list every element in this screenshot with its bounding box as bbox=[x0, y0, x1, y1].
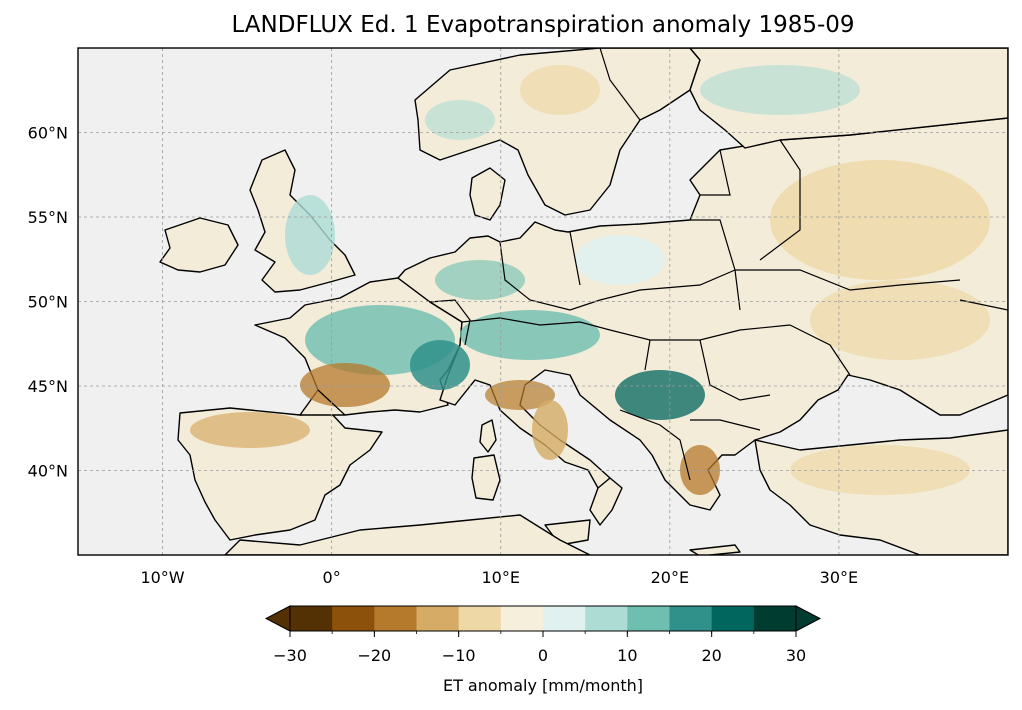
lat-tick-label: 50°N bbox=[28, 293, 68, 312]
longitude-tick-labels: 10°W 0° 10°E 20°E 30°E bbox=[140, 568, 858, 587]
anomaly-patch bbox=[460, 310, 600, 360]
anomaly-patch bbox=[300, 363, 390, 407]
colorbar-segment bbox=[585, 606, 628, 631]
colorbar-segment bbox=[374, 606, 417, 631]
anomaly-patch bbox=[532, 400, 568, 460]
anomaly-patch bbox=[485, 380, 555, 410]
anomaly-patch bbox=[285, 195, 335, 275]
lat-tick-label: 45°N bbox=[28, 377, 68, 396]
anomaly-patch bbox=[435, 260, 525, 300]
lon-tick-label: 10°E bbox=[481, 568, 519, 587]
lon-tick-label: 10°W bbox=[140, 568, 184, 587]
colorbar-segment bbox=[753, 606, 797, 631]
colorbar-tick-label: −30 bbox=[273, 646, 307, 665]
colorbar-segment bbox=[416, 606, 460, 631]
anomaly-patch bbox=[410, 340, 470, 390]
colorbar-segment bbox=[669, 606, 713, 631]
anomaly-fields bbox=[190, 65, 990, 495]
colorbar-extend-max bbox=[795, 605, 822, 632]
anomaly-patch bbox=[700, 65, 860, 115]
lon-tick-label: 20°E bbox=[651, 568, 689, 587]
lat-tick-label: 40°N bbox=[28, 462, 68, 481]
lon-tick-label: 30°E bbox=[820, 568, 858, 587]
colorbar-segment bbox=[627, 606, 670, 631]
lon-tick-label: 0° bbox=[323, 568, 341, 587]
colorbar-segment bbox=[458, 606, 502, 631]
lat-tick-label: 55°N bbox=[28, 208, 68, 227]
anomaly-patch bbox=[190, 412, 310, 448]
colorbar-segment bbox=[500, 606, 544, 631]
map-frame bbox=[77, 47, 1009, 556]
colorbar-tick-label: −20 bbox=[357, 646, 391, 665]
landmass-italy-south bbox=[589, 477, 623, 526]
anomaly-patch bbox=[680, 445, 720, 495]
colorbar-label: ET anomaly [mm/month] bbox=[442, 676, 644, 695]
country-borders bbox=[317, 48, 1008, 481]
landmass-crete bbox=[689, 544, 741, 555]
anomaly-patch bbox=[770, 160, 990, 280]
anomaly-patch bbox=[810, 280, 990, 360]
colorbar-segment bbox=[332, 606, 375, 631]
landmass-ireland bbox=[159, 217, 239, 273]
colorbar-tick-label: 30 bbox=[786, 646, 806, 665]
colorbar: −30 −20 −10 0 10 20 30 bbox=[264, 605, 822, 665]
map-title: LANDFLUX Ed. 1 Evapotranspiration anomal… bbox=[231, 12, 855, 38]
lat-tick-label: 60°N bbox=[28, 124, 68, 143]
colorbar-extend-min bbox=[264, 605, 291, 632]
colorbar-tick-label: 20 bbox=[701, 646, 721, 665]
landmass-denmark bbox=[469, 167, 506, 221]
anomaly-patch bbox=[520, 65, 600, 115]
colorbar-segment bbox=[290, 606, 333, 631]
anomaly-patch bbox=[790, 445, 970, 495]
colorbar-tick-label: 10 bbox=[617, 646, 637, 665]
landmass-north-africa bbox=[224, 514, 591, 555]
latitude-tick-labels: 40°N 45°N 50°N 55°N 60°N bbox=[28, 124, 68, 481]
colorbar-tick-label: 0 bbox=[538, 646, 548, 665]
anomaly-patch bbox=[615, 370, 705, 420]
landmass-sardinia bbox=[471, 454, 501, 501]
colorbar-tick-label: −10 bbox=[442, 646, 476, 665]
anomaly-patch bbox=[575, 235, 665, 285]
colorbar-segment bbox=[711, 606, 755, 631]
colorbar-segment bbox=[543, 606, 586, 631]
landmass-scandinavia bbox=[414, 48, 701, 216]
landmass-corsica bbox=[479, 419, 497, 453]
latitude-gridlines bbox=[78, 132, 1008, 471]
anomaly-patch bbox=[425, 100, 495, 140]
